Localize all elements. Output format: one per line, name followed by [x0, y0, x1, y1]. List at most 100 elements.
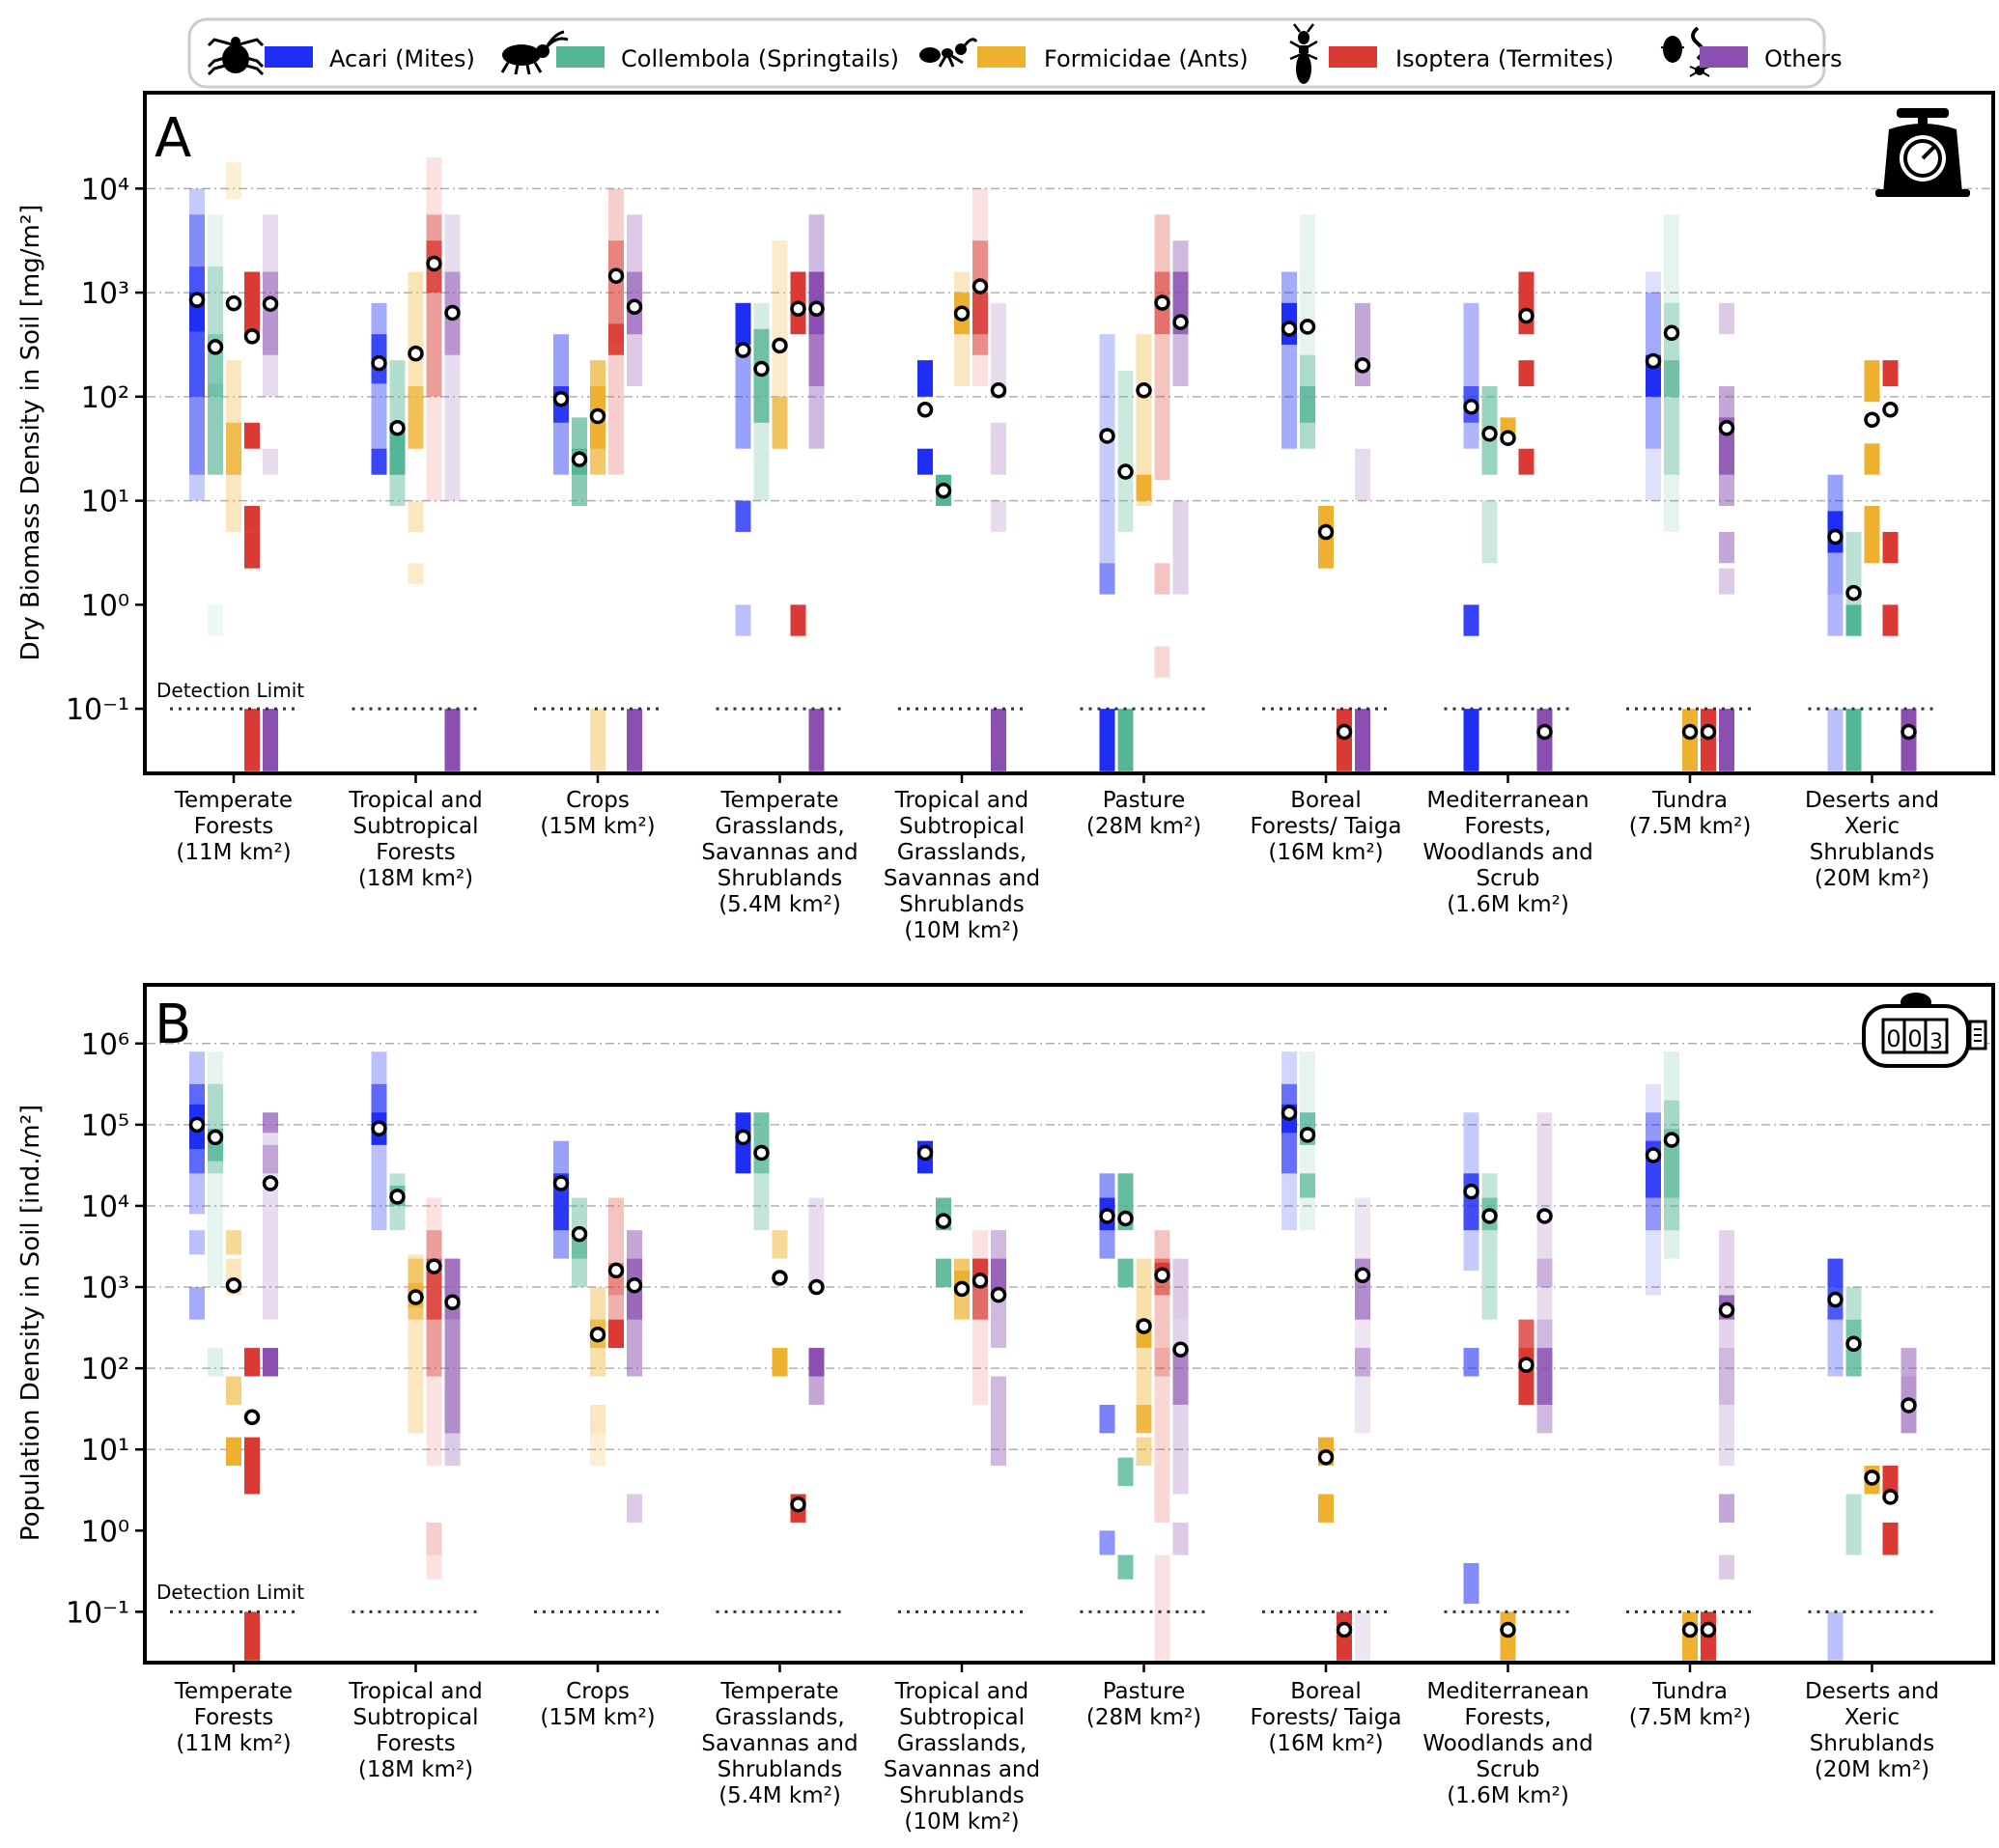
- mean-marker-collembola: [1299, 319, 1316, 335]
- x-category-label: Boreal Forests/ Taiga (16M km²): [1250, 1679, 1401, 1756]
- bar-others: [1536, 1258, 1553, 1288]
- bar-isoptera: [1154, 646, 1170, 678]
- mean-marker-others: [1536, 723, 1553, 741]
- bar-isoptera: [244, 1348, 260, 1377]
- legend-label: Collembola (Springtails): [621, 45, 899, 72]
- mean-marker-acari: [1463, 1183, 1479, 1200]
- mean-marker-isoptera: [1518, 1357, 1534, 1373]
- bar-isoptera: [1154, 1348, 1170, 1523]
- y-tick-label: 10⁻¹: [66, 1596, 129, 1630]
- bar-others: [263, 1348, 278, 1377]
- mean-marker-formicidae: [408, 1289, 424, 1305]
- bar-collembola: [1117, 370, 1134, 532]
- legend-entry-collembola: Collembola (Springtails): [500, 30, 899, 75]
- mean-marker-acari: [1281, 1105, 1298, 1121]
- mean-marker-collembola: [935, 482, 952, 499]
- springtail-icon: [500, 30, 569, 75]
- bar-others: [808, 1197, 825, 1288]
- bar-others: [1719, 1554, 1734, 1580]
- mean-marker-isoptera: [1700, 723, 1717, 741]
- bar-isoptera: [1337, 709, 1352, 771]
- bar-isoptera: [1518, 360, 1534, 387]
- legend-swatch-collembola: [556, 46, 605, 68]
- bar-formicidae: [590, 1433, 605, 1467]
- bar-others: [627, 709, 642, 771]
- x-category-label: Deserts and Xeric Shrublands (20M km²): [1805, 788, 1939, 891]
- bar-others: [1355, 1348, 1370, 1377]
- bar-formicidae: [408, 500, 424, 532]
- mean-marker-acari: [735, 342, 751, 358]
- mean-marker-others: [1900, 1397, 1917, 1414]
- legend-swatch-isoptera: [1329, 46, 1377, 68]
- bar-formicidae: [1864, 360, 1880, 403]
- svg-text:0: 0: [1886, 1025, 1900, 1052]
- panel-b: 10⁻¹ 10⁰ 10¹ 10² 10³ 10⁴ 10⁵ 10⁶ Temperate Forest…: [16, 983, 1995, 1834]
- y-tick-label: 10⁰: [81, 589, 129, 623]
- mean-marker-formicidae: [953, 305, 971, 322]
- bar-acari: [735, 302, 751, 345]
- mean-marker-isoptera: [790, 1496, 806, 1513]
- bar-collembola: [1117, 1554, 1134, 1580]
- bar-formicidae: [772, 1348, 788, 1377]
- bar-acari: [1463, 604, 1479, 636]
- bar-acari: [1463, 1562, 1479, 1604]
- mean-marker-isoptera: [1882, 402, 1899, 418]
- mean-marker-others: [1536, 1208, 1553, 1224]
- bar-others: [1719, 302, 1734, 335]
- bar-formicidae: [1864, 505, 1880, 564]
- bar-others: [1536, 709, 1553, 771]
- bar-acari: [735, 604, 751, 636]
- bar-others: [991, 422, 1006, 475]
- bar-isoptera: [244, 1466, 260, 1495]
- legend-label: Acari (Mites): [329, 45, 475, 72]
- bar-collembola: [1117, 709, 1134, 771]
- bar-collembola: [936, 1258, 951, 1288]
- bar-acari: [1827, 709, 1844, 771]
- x-category-label: Temperate Forests (11M km²): [174, 788, 293, 865]
- bar-formicidae: [1136, 1437, 1152, 1467]
- mean-marker-formicidae: [225, 294, 242, 312]
- bar-isoptera: [972, 293, 988, 335]
- bar-formicidae: [226, 1437, 241, 1467]
- bar-others: [444, 1319, 461, 1434]
- mean-marker-others: [808, 300, 825, 318]
- x-category-label: Crops (15M km²): [540, 1679, 655, 1730]
- bar-formicidae: [1318, 531, 1334, 569]
- mean-marker-collembola: [1481, 1208, 1498, 1224]
- mean-marker-isoptera: [607, 267, 625, 284]
- mean-marker-formicidae: [589, 1326, 606, 1343]
- bar-formicidae: [1318, 1494, 1334, 1523]
- bar-acari: [189, 1230, 205, 1255]
- bar-others: [1719, 1230, 1734, 1349]
- mean-marker-isoptera: [1700, 1621, 1717, 1638]
- bar-others: [1900, 1348, 1917, 1377]
- y-tick-label: 10²: [81, 381, 129, 415]
- bar-others: [991, 302, 1006, 397]
- mean-marker-others: [1172, 314, 1189, 330]
- mean-marker-collembola: [571, 451, 588, 467]
- x-category-label: Tropical and Subtropical Grasslands, Savann…: [884, 1679, 1040, 1834]
- bar-others: [991, 709, 1006, 771]
- mean-marker-acari: [188, 292, 206, 308]
- mean-marker-acari: [371, 1120, 387, 1136]
- bar-isoptera: [426, 1522, 442, 1555]
- bar-collembola: [208, 604, 223, 636]
- legend: Acari (Mites) Collembola (Springtails) For…: [187, 17, 1843, 89]
- y-tick-label: 10⁰: [81, 1515, 129, 1549]
- bar-isoptera: [244, 1437, 260, 1467]
- bar-others: [444, 1258, 461, 1320]
- legend-label: Others: [1764, 45, 1843, 72]
- bar-others: [1355, 448, 1370, 501]
- mean-marker-collembola: [1117, 463, 1134, 480]
- mean-marker-isoptera: [426, 1258, 442, 1274]
- termite-icon: [1289, 23, 1318, 84]
- bar-formicidae: [226, 1230, 241, 1255]
- bar-others: [1172, 1522, 1189, 1555]
- mean-marker-others: [1354, 357, 1371, 374]
- bar-acari: [1827, 594, 1844, 636]
- mean-marker-collembola: [753, 360, 770, 378]
- bar-isoptera: [1154, 1230, 1170, 1377]
- bar-formicidae: [772, 396, 788, 449]
- mean-marker-formicidae: [772, 337, 788, 354]
- x-category-label: Temperate Forests (11M km²): [174, 1679, 293, 1756]
